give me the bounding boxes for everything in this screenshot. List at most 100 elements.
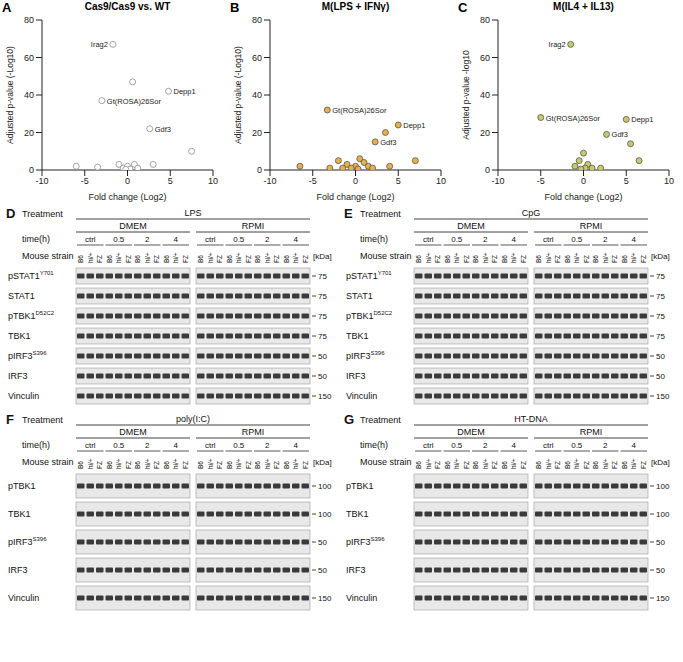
svg-text:RPMI: RPMI — [580, 427, 603, 437]
svg-text:B6: B6 — [283, 461, 290, 469]
svg-text:B6: B6 — [472, 461, 479, 469]
svg-text:hi/+: hi/+ — [482, 458, 489, 469]
svg-text:Adjusted p-value (-Log10): Adjusted p-value (-Log10) — [233, 46, 243, 144]
svg-text:75: 75 — [318, 312, 327, 321]
svg-text:ctrl: ctrl — [423, 235, 434, 244]
svg-text:5: 5 — [168, 176, 173, 186]
svg-text:B6: B6 — [535, 461, 542, 469]
svg-text:FZ: FZ — [640, 255, 647, 263]
svg-text:20: 20 — [24, 128, 34, 138]
svg-text:0: 0 — [485, 165, 490, 175]
svg-text:B6: B6 — [472, 255, 479, 263]
svg-text:B6: B6 — [226, 461, 233, 469]
svg-text:RPMI: RPMI — [242, 427, 265, 437]
svg-text:75: 75 — [318, 292, 327, 301]
svg-text:60: 60 — [252, 53, 262, 63]
svg-text:FZ: FZ — [463, 461, 470, 469]
svg-text:4: 4 — [632, 441, 637, 450]
svg-text:FZ: FZ — [583, 255, 590, 263]
svg-text:FZ: FZ — [302, 255, 309, 263]
svg-text:DMEM: DMEM — [457, 427, 485, 437]
svg-text:B6: B6 — [415, 461, 422, 469]
svg-text:50: 50 — [318, 538, 327, 547]
svg-text:hi/+: hi/+ — [292, 252, 299, 263]
svg-text:10: 10 — [664, 176, 674, 186]
svg-text:hi/+: hi/+ — [144, 252, 151, 263]
svg-text:Gdf3: Gdf3 — [155, 125, 171, 134]
svg-text:Depp1: Depp1 — [631, 115, 653, 124]
svg-text:Vinculin: Vinculin — [8, 593, 39, 603]
svg-text:pSTAT1Y701: pSTAT1Y701 — [346, 270, 392, 281]
svg-text:hi/+: hi/+ — [630, 458, 637, 469]
svg-text:FZ: FZ — [640, 461, 647, 469]
svg-text:pIRF3S396: pIRF3S396 — [346, 350, 385, 361]
svg-text:FZ: FZ — [182, 461, 189, 469]
svg-text:ctrl: ctrl — [205, 235, 216, 244]
svg-text:TBK1: TBK1 — [346, 331, 369, 341]
svg-text:75: 75 — [656, 292, 665, 301]
svg-text:ctrl: ctrl — [85, 235, 96, 244]
svg-text:pIRF3S396: pIRF3S396 — [8, 536, 47, 547]
svg-text:150: 150 — [318, 392, 332, 401]
svg-text:hi/+: hi/+ — [292, 458, 299, 469]
svg-text:hi/+: hi/+ — [264, 252, 271, 263]
svg-text:FZ: FZ — [554, 461, 561, 469]
svg-text:0: 0 — [29, 165, 34, 175]
svg-text:FZ: FZ — [491, 461, 498, 469]
svg-text:Mouse strain: Mouse strain — [22, 251, 74, 261]
svg-text:ctrl: ctrl — [423, 441, 434, 450]
svg-text:150: 150 — [318, 594, 332, 603]
svg-text:TBK1: TBK1 — [8, 331, 31, 341]
svg-text:FZ: FZ — [125, 255, 132, 263]
svg-text:Mouse strain: Mouse strain — [360, 457, 412, 467]
svg-text:2: 2 — [265, 235, 270, 244]
svg-text:50: 50 — [656, 566, 665, 575]
svg-text:hi/+: hi/+ — [425, 252, 432, 263]
svg-text:FZ: FZ — [153, 255, 160, 263]
svg-text:FZ: FZ — [611, 255, 618, 263]
svg-text:40: 40 — [252, 90, 262, 100]
svg-text:100: 100 — [318, 510, 332, 519]
svg-text:IRF3: IRF3 — [8, 371, 28, 381]
svg-text:5: 5 — [396, 176, 401, 186]
svg-text:FZ: FZ — [125, 461, 132, 469]
svg-text:time(h): time(h) — [22, 234, 50, 244]
svg-text:-5: -5 — [81, 176, 89, 186]
svg-text:FZ: FZ — [273, 255, 280, 263]
svg-text:hi/+: hi/+ — [87, 252, 94, 263]
svg-text:ctrl: ctrl — [85, 441, 96, 450]
svg-text:Irag2: Irag2 — [549, 40, 566, 49]
svg-text:0.5: 0.5 — [571, 235, 583, 244]
svg-text:FZ: FZ — [96, 461, 103, 469]
svg-text:B6: B6 — [564, 255, 571, 263]
svg-text:Gt(ROSA)26Sor: Gt(ROSA)26Sor — [107, 97, 162, 106]
svg-text:FZ: FZ — [302, 461, 309, 469]
svg-text:Irag2: Irag2 — [91, 40, 108, 49]
svg-text:75: 75 — [318, 332, 327, 341]
svg-text:hi/+: hi/+ — [573, 458, 580, 469]
svg-text:50: 50 — [656, 538, 665, 547]
svg-text:time(h): time(h) — [360, 440, 388, 450]
svg-text:Treatment: Treatment — [360, 209, 401, 219]
svg-text:B6: B6 — [197, 255, 204, 263]
svg-text:hi/+: hi/+ — [207, 252, 214, 263]
svg-text:B6: B6 — [106, 461, 113, 469]
svg-text:20: 20 — [480, 128, 490, 138]
svg-text:hi/+: hi/+ — [573, 252, 580, 263]
svg-text:50: 50 — [318, 352, 327, 361]
svg-text:hi/+: hi/+ — [602, 458, 609, 469]
svg-text:FZ: FZ — [245, 461, 252, 469]
svg-text:ctrl: ctrl — [205, 441, 216, 450]
svg-text:B6: B6 — [163, 255, 170, 263]
svg-text:FZ: FZ — [182, 255, 189, 263]
svg-text:B6: B6 — [501, 255, 508, 263]
svg-text:B6: B6 — [621, 255, 628, 263]
svg-text:D: D — [6, 206, 15, 221]
svg-text:B6: B6 — [77, 461, 84, 469]
svg-text:Mouse strain: Mouse strain — [22, 457, 74, 467]
svg-text:CpG: CpG — [522, 208, 541, 218]
svg-text:10: 10 — [436, 176, 446, 186]
svg-text:hi/+: hi/+ — [510, 458, 517, 469]
svg-text:B6: B6 — [197, 461, 204, 469]
svg-text:B6: B6 — [254, 255, 261, 263]
